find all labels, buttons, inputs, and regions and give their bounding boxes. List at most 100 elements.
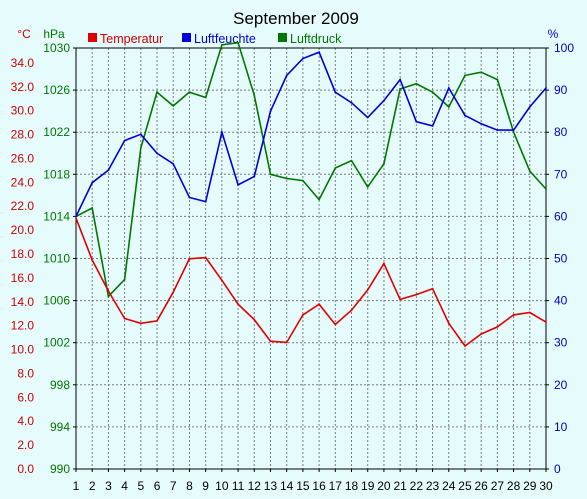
humidity-tick-label: 60 [554, 209, 568, 223]
data-point-humidity [91, 181, 94, 184]
pressure-tick-label: 1010 [43, 252, 70, 266]
legend-swatch-humidity [182, 33, 191, 42]
x-tick-label: 6 [154, 479, 161, 493]
data-point-humidity [350, 101, 353, 104]
data-point-temperature [75, 217, 77, 220]
data-point-temperature [301, 314, 304, 316]
data-point-humidity [220, 131, 223, 134]
temperature-tick-label: 2.0 [17, 438, 34, 452]
data-point-pressure [480, 71, 483, 74]
data-point-temperature [528, 311, 531, 314]
pressure-tick-label: 998 [50, 378, 70, 392]
x-tick-label: 3 [105, 479, 112, 493]
data-point-pressure [172, 104, 175, 107]
data-point-humidity [253, 175, 256, 178]
x-tick-label: 10 [215, 479, 229, 493]
pressure-tick-label: 1030 [43, 41, 70, 55]
humidity-tick-label: 30 [554, 336, 568, 350]
x-tick-label: 25 [458, 479, 472, 493]
x-tick-label: 1 [73, 479, 80, 493]
temperature-tick-label: 22.0 [11, 199, 35, 213]
legend-label-temperature: Temperatur [100, 32, 163, 46]
data-point-temperature [318, 303, 321, 306]
x-tick-label: 4 [121, 479, 128, 493]
tick-labels: 0.0 2.0 4.0 6.0 8.0 10.0 12.0 14.0 16.0 18.0 20.0 2… [11, 41, 575, 493]
temperature-unit-label: °C [17, 27, 31, 41]
pressure-tick-label: 1002 [43, 336, 70, 350]
legend: Temperatur Luftfeuchte Luftdruck [88, 32, 342, 46]
data-point-temperature [334, 323, 337, 326]
humidity-tick-label: 90 [554, 83, 568, 97]
data-point-humidity [366, 116, 369, 119]
data-point-temperature [188, 257, 191, 260]
data-point-humidity [480, 122, 483, 125]
data-point-pressure [107, 295, 110, 298]
humidity-tick-label: 10 [554, 420, 568, 434]
plot-area [76, 48, 546, 469]
data-point-pressure [237, 41, 239, 44]
data-point-pressure [123, 278, 126, 281]
data-point-pressure [464, 74, 466, 77]
data-point-pressure [431, 91, 434, 94]
data-point-humidity [75, 215, 77, 218]
grid [75, 47, 547, 470]
data-point-pressure [301, 179, 304, 182]
data-point-temperature [545, 321, 547, 323]
pressure-tick-label: 994 [50, 420, 70, 434]
data-point-temperature [237, 303, 239, 306]
data-point-temperature [269, 340, 272, 343]
temperature-tick-label: 24.0 [11, 175, 35, 189]
temperature-tick-label: 18.0 [11, 247, 35, 261]
x-tick-label: 15 [296, 479, 310, 493]
x-tick-label: 17 [329, 479, 343, 493]
data-point-humidity [447, 87, 450, 89]
legend-label-humidity: Luftfeuchte [194, 32, 256, 46]
humidity-unit-label: % [548, 27, 559, 41]
data-point-temperature [253, 318, 256, 321]
temperature-tick-label: 26.0 [11, 151, 35, 165]
data-point-temperature [204, 256, 207, 259]
data-point-temperature [383, 262, 385, 265]
humidity-tick-label: 40 [554, 294, 568, 308]
x-tick-label: 30 [539, 479, 553, 493]
x-tick-label: 9 [202, 479, 209, 493]
data-point-pressure [415, 82, 418, 85]
chart-title: September 2009 [233, 9, 359, 28]
pressure-tick-label: 990 [50, 462, 70, 476]
temperature-tick-label: 4.0 [17, 414, 34, 428]
series-line-humidity [75, 51, 547, 217]
data-point-pressure [383, 162, 385, 165]
data-point-pressure [318, 198, 321, 201]
data-point-pressure [512, 131, 515, 134]
data-point-humidity [399, 78, 402, 81]
data-point-pressure [269, 173, 272, 176]
x-tick-label: 11 [232, 479, 245, 493]
x-tick-label: 24 [442, 479, 456, 493]
data-point-temperature [285, 341, 288, 344]
data-point-temperature [123, 317, 126, 320]
data-point-pressure [188, 91, 191, 94]
humidity-tick-label: 0 [554, 462, 561, 476]
data-point-humidity [512, 129, 515, 131]
data-point-temperature [399, 298, 402, 301]
data-point-pressure [545, 188, 547, 190]
data-point-temperature [431, 287, 434, 290]
data-point-humidity [464, 114, 466, 117]
x-tick-label: 5 [137, 479, 144, 493]
x-tick-label: 8 [186, 479, 193, 493]
data-point-humidity [334, 91, 337, 94]
humidity-tick-label: 80 [554, 125, 568, 139]
x-tick-label: 14 [280, 479, 294, 493]
x-tick-label: 28 [507, 479, 521, 493]
data-point-humidity [172, 162, 175, 165]
axes [73, 47, 549, 472]
temperature-tick-label: 6.0 [17, 390, 34, 404]
legend-swatch-pressure [278, 33, 287, 42]
data-point-temperature [91, 259, 94, 261]
series-line-temperature [75, 217, 547, 348]
data-point-humidity [107, 169, 110, 171]
data-point-humidity [139, 133, 142, 136]
data-point-temperature [496, 325, 499, 328]
data-point-humidity [188, 196, 191, 199]
